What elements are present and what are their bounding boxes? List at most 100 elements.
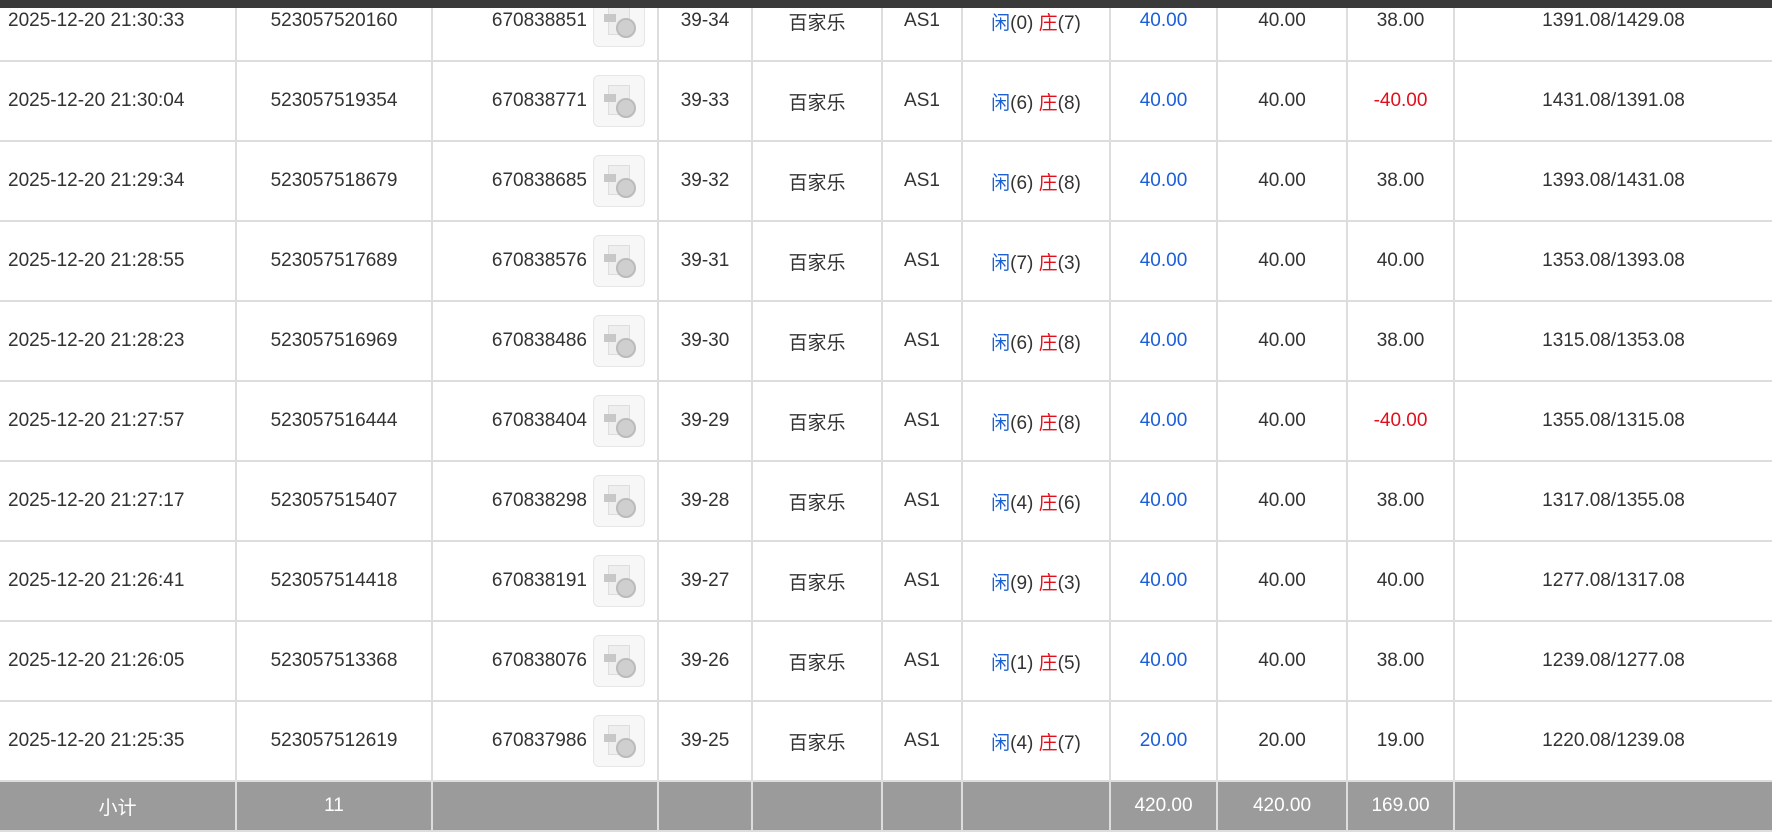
window-top-bar xyxy=(0,0,1772,8)
result-cell: 闲(0) 庄(7) xyxy=(961,0,1111,62)
valid-bet: 40.00 xyxy=(1216,60,1348,142)
balance-change: 1220.08/1239.08 xyxy=(1453,700,1772,782)
table-row: 2025-12-20 21:28:23 523057516969 6708384… xyxy=(0,300,1772,382)
player-score: (7) xyxy=(1010,252,1034,274)
bet-time: 2025-12-20 21:27:57 xyxy=(0,380,237,462)
shoe-number: 39-30 xyxy=(657,300,753,382)
win-loss: 19.00 xyxy=(1346,700,1455,782)
player-score: (6) xyxy=(1010,92,1034,114)
win-loss: -40.00 xyxy=(1346,380,1455,462)
balance-change: 1355.08/1315.08 xyxy=(1453,380,1772,462)
video-file-icon[interactable] xyxy=(593,635,645,687)
round-cell: 670837986 xyxy=(431,700,659,782)
video-file-icon[interactable] xyxy=(593,315,645,367)
bet-amount: 20.00 xyxy=(1109,700,1218,782)
bet-amount: 40.00 xyxy=(1109,300,1218,382)
banker-score: (7) xyxy=(1057,12,1081,34)
player-label: 闲 xyxy=(991,572,1011,594)
bet-time: 2025-12-20 21:28:23 xyxy=(0,300,237,382)
order-number: 523057516444 xyxy=(235,380,433,462)
table-row: 2025-12-20 21:26:41 523057514418 6708381… xyxy=(0,540,1772,622)
banker-label: 庄 xyxy=(1038,412,1058,434)
player-score: (6) xyxy=(1010,332,1034,354)
table-code: AS1 xyxy=(881,540,963,622)
order-number: 523057518679 xyxy=(235,140,433,222)
video-file-icon[interactable] xyxy=(593,155,645,207)
round-cell: 670838486 xyxy=(431,300,659,382)
shoe-number: 39-28 xyxy=(657,460,753,542)
balance-change: 1317.08/1355.08 xyxy=(1453,460,1772,542)
round-cell: 670838576 xyxy=(431,220,659,302)
player-label: 闲 xyxy=(991,412,1011,434)
table-code: AS1 xyxy=(881,700,963,782)
order-number: 523057517689 xyxy=(235,220,433,302)
video-file-icon[interactable] xyxy=(593,715,645,767)
round-cell: 670838771 xyxy=(431,60,659,142)
bet-amount: 40.00 xyxy=(1109,140,1218,222)
subtotal-label: 小计 xyxy=(0,780,237,832)
round-number: 670838191 xyxy=(491,570,587,591)
player-score: (4) xyxy=(1010,492,1034,514)
order-number: 523057515407 xyxy=(235,460,433,542)
balance-change: 1353.08/1393.08 xyxy=(1453,220,1772,302)
bet-amount: 40.00 xyxy=(1109,620,1218,702)
round-number: 670838576 xyxy=(491,250,587,271)
player-label: 闲 xyxy=(991,652,1011,674)
banker-label: 庄 xyxy=(1038,652,1058,674)
player-label: 闲 xyxy=(991,252,1011,274)
video-file-icon[interactable] xyxy=(593,475,645,527)
game-type: 百家乐 xyxy=(751,380,883,462)
valid-bet: 40.00 xyxy=(1216,300,1348,382)
table-code: AS1 xyxy=(881,60,963,142)
balance-change: 1431.08/1391.08 xyxy=(1453,60,1772,142)
player-score: (6) xyxy=(1010,412,1034,434)
bet-amount: 40.00 xyxy=(1109,540,1218,622)
result-cell: 闲(7) 庄(3) xyxy=(961,220,1111,302)
bet-amount: 40.00 xyxy=(1109,380,1218,462)
empty-cell xyxy=(431,780,659,832)
table-row: 2025-12-20 21:29:34 523057518679 6708386… xyxy=(0,140,1772,222)
shoe-number: 39-29 xyxy=(657,380,753,462)
round-cell: 670838076 xyxy=(431,620,659,702)
table-code: AS1 xyxy=(881,0,963,62)
shoe-number: 39-26 xyxy=(657,620,753,702)
banker-label: 庄 xyxy=(1038,732,1058,754)
video-file-icon[interactable] xyxy=(593,235,645,287)
bet-amount: 40.00 xyxy=(1109,60,1218,142)
shoe-number: 39-27 xyxy=(657,540,753,622)
shoe-number: 39-31 xyxy=(657,220,753,302)
bet-time: 2025-12-20 21:28:55 xyxy=(0,220,237,302)
round-number: 670837986 xyxy=(491,730,587,751)
banker-score: (3) xyxy=(1057,252,1081,274)
empty-cell xyxy=(881,780,963,832)
video-file-icon[interactable] xyxy=(593,555,645,607)
player-score: (1) xyxy=(1010,652,1034,674)
banker-label: 庄 xyxy=(1038,92,1058,114)
win-loss: 38.00 xyxy=(1346,140,1455,222)
valid-bet: 40.00 xyxy=(1216,140,1348,222)
video-file-icon[interactable] xyxy=(593,395,645,447)
banker-score: (7) xyxy=(1057,732,1081,754)
win-loss: 38.00 xyxy=(1346,0,1455,62)
order-number: 523057514418 xyxy=(235,540,433,622)
shoe-number: 39-34 xyxy=(657,0,753,62)
result-cell: 闲(6) 庄(8) xyxy=(961,300,1111,382)
round-cell: 670838298 xyxy=(431,460,659,542)
round-cell: 670838851 xyxy=(431,0,659,62)
round-number: 670838486 xyxy=(491,330,587,351)
round-number: 670838404 xyxy=(491,410,587,431)
round-number: 670838685 xyxy=(491,170,587,191)
player-label: 闲 xyxy=(991,172,1011,194)
order-number: 523057516969 xyxy=(235,300,433,382)
table-row: 2025-12-20 21:27:57 523057516444 6708384… xyxy=(0,380,1772,462)
empty-cell xyxy=(1453,780,1772,832)
player-label: 闲 xyxy=(991,332,1011,354)
game-type: 百家乐 xyxy=(751,60,883,142)
valid-bet: 20.00 xyxy=(1216,700,1348,782)
result-cell: 闲(4) 庄(7) xyxy=(961,700,1111,782)
shoe-number: 39-32 xyxy=(657,140,753,222)
player-label: 闲 xyxy=(991,92,1011,114)
valid-bet: 40.00 xyxy=(1216,0,1348,62)
bet-time: 2025-12-20 21:26:05 xyxy=(0,620,237,702)
video-file-icon[interactable] xyxy=(593,75,645,127)
